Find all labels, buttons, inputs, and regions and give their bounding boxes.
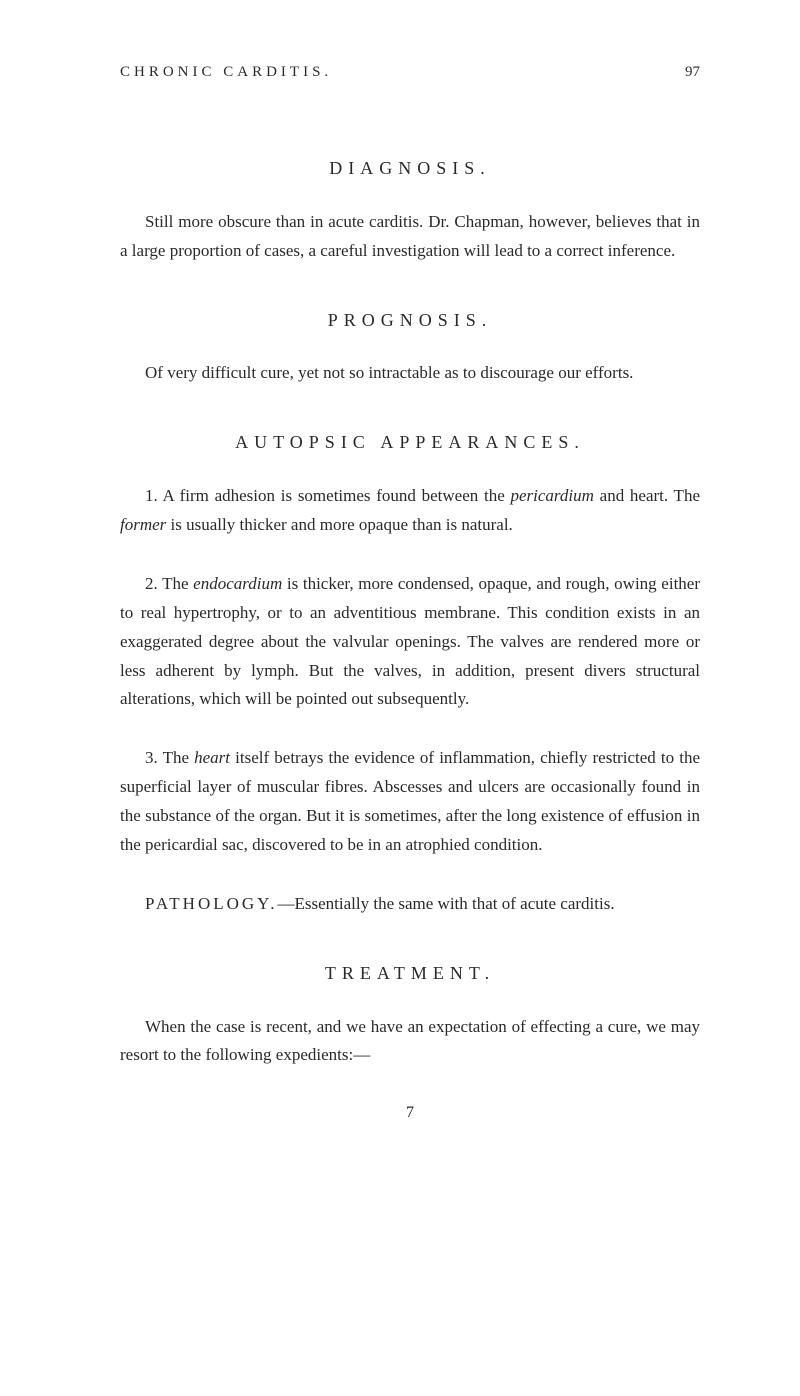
text-segment: and heart. The (594, 486, 700, 505)
pathology-heading: PATHOLOGY. (145, 894, 278, 913)
prognosis-heading: PROGNOSIS. (120, 306, 700, 335)
pathology-paragraph: PATHOLOGY.—Essentially the same with tha… (120, 890, 700, 919)
page-header: CHRONIC CARDITIS. 97 (120, 60, 700, 84)
italic-term: pericardium (511, 486, 594, 505)
page-container: CHRONIC CARDITIS. 97 DIAGNOSIS. Still mo… (0, 0, 800, 1186)
treatment-heading: TREATMENT. (120, 959, 700, 988)
footer-number: 7 (120, 1100, 700, 1126)
autopsic-item-3: 3. The heart itself betrays the evidence… (120, 744, 700, 860)
text-segment: 1. A firm adhesion is sometimes found be… (145, 486, 511, 505)
diagnosis-paragraph: Still more obscure than in acute carditi… (120, 208, 700, 266)
prognosis-paragraph: Of very difficult cure, yet not so intra… (120, 359, 700, 388)
text-segment: is usually thicker and more opaque than … (166, 515, 513, 534)
autopsic-heading: AUTOPSIC APPEARANCES. (120, 428, 700, 457)
autopsic-item-2: 2. The endocardium is thicker, more cond… (120, 570, 700, 714)
header-title: CHRONIC CARDITIS. (120, 60, 332, 84)
italic-term: heart (194, 748, 230, 767)
italic-term: endocardium (193, 574, 282, 593)
text-segment: is thicker, more condensed, opaque, and … (120, 574, 700, 709)
text-segment: 2. The (145, 574, 193, 593)
treatment-paragraph: When the case is recent, and we have an … (120, 1013, 700, 1071)
text-segment: —Essentially the same with that of acute… (278, 894, 615, 913)
page-number: 97 (685, 60, 700, 84)
text-segment: 3. The (145, 748, 194, 767)
autopsic-item-1: 1. A firm adhesion is sometimes found be… (120, 482, 700, 540)
italic-term: former (120, 515, 166, 534)
diagnosis-heading: DIAGNOSIS. (120, 154, 700, 183)
